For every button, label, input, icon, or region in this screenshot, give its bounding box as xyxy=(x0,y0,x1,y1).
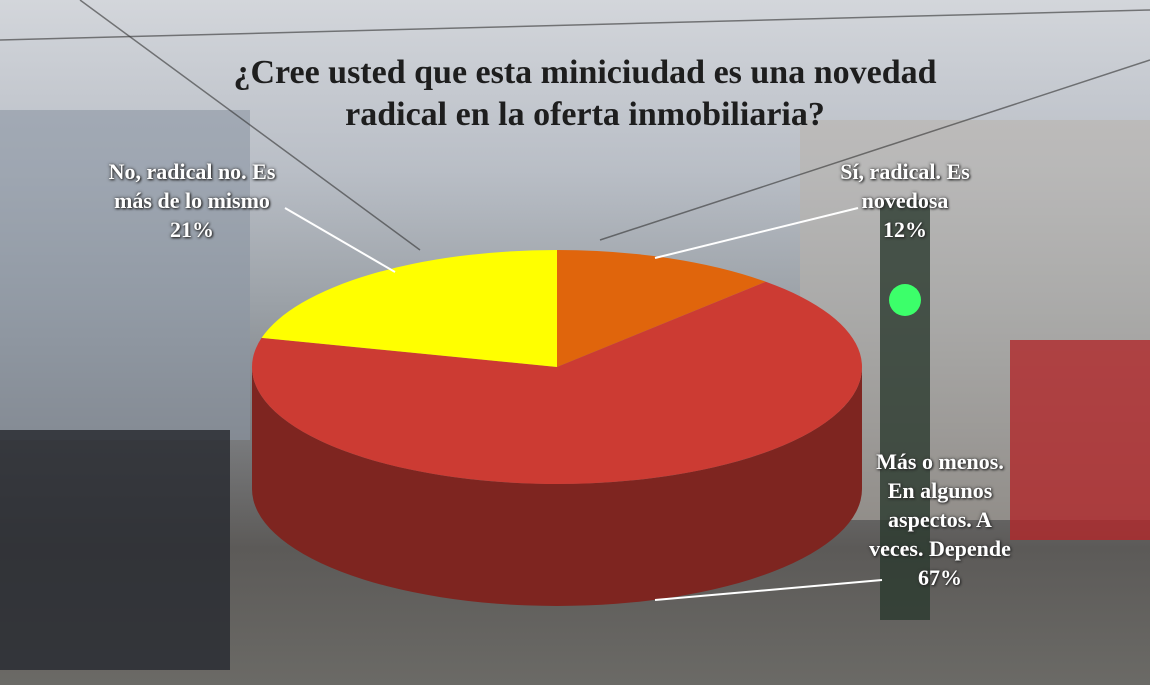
slice xyxy=(557,250,766,367)
slice-side xyxy=(252,367,862,606)
background-scene xyxy=(0,0,1150,670)
value-label: 21% xyxy=(170,217,214,242)
category-label: Sí, radical. Es novedosa xyxy=(840,159,970,213)
value-label: 67% xyxy=(918,565,962,590)
data-label: Sí, radical. Es novedosa 12% xyxy=(835,157,975,244)
slice xyxy=(252,281,863,484)
leader-line xyxy=(654,207,859,259)
data-label: Más o menos. En algunos aspectos. A vece… xyxy=(865,447,1015,592)
leader-line xyxy=(284,207,396,273)
slice xyxy=(261,250,557,367)
data-label: No, radical no. Es más de lo mismo 21% xyxy=(103,157,281,244)
value-label: 12% xyxy=(883,217,927,242)
category-label: Más o menos. En algunos aspectos. A vece… xyxy=(869,449,1011,561)
leader-line xyxy=(654,579,883,601)
chart-title: ¿Cree usted que esta miniciudad es una n… xyxy=(233,54,937,133)
category-label: No, radical no. Es más de lo mismo xyxy=(108,159,276,213)
